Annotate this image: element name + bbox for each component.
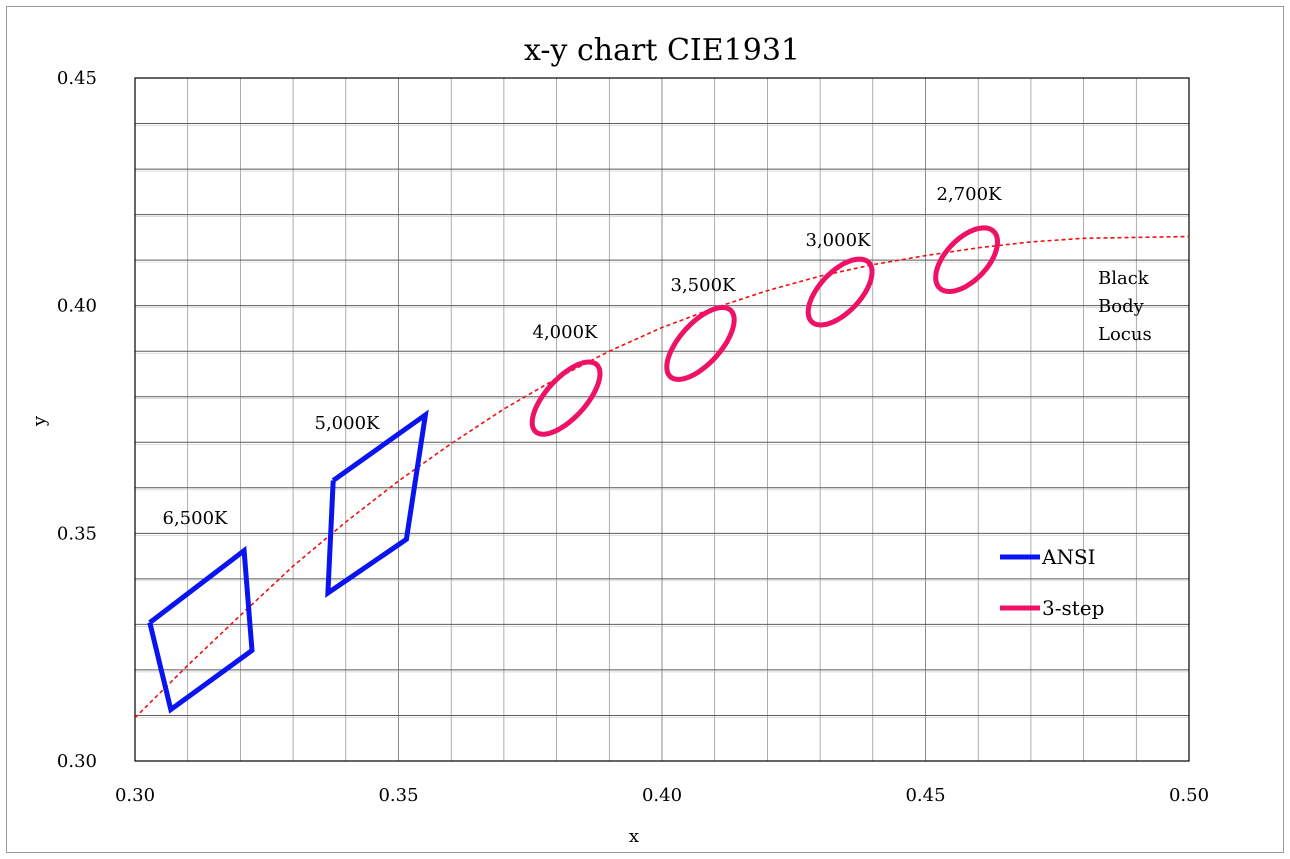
3-step-ellipse xyxy=(933,225,1001,295)
y-axis-ticks: 0.30 0.35 0.40 0.45 xyxy=(57,68,97,772)
3-step-cct-label: 3,000K xyxy=(806,230,872,251)
3-step-ellipse xyxy=(664,305,737,382)
y-tick-label: 0.40 xyxy=(57,296,97,317)
ansi-quadrangle xyxy=(325,409,429,598)
plot-area xyxy=(134,77,1190,762)
x-tick-label: 0.30 xyxy=(115,785,155,806)
ansi-quadrangle xyxy=(147,545,255,714)
3-step-ellipse xyxy=(529,359,603,437)
chart-title: x-y chart CIE1931 xyxy=(524,33,800,68)
x-tick-label: 0.40 xyxy=(642,785,682,806)
x-tick-label: 0.35 xyxy=(378,785,418,806)
x-axis-ticks: 0.30 0.35 0.40 0.45 0.50 xyxy=(115,785,1209,806)
grid xyxy=(135,78,1189,761)
legend-label-ansi: ANSI xyxy=(1041,545,1096,569)
x-tick-label: 0.50 xyxy=(1169,785,1209,806)
ansi-cct-label: 6,500K xyxy=(163,508,229,529)
3-step-ellipse xyxy=(805,256,875,328)
chart-marks: Black Body Locus 6,500K 5,000K 4,000K 3,500K 3,… xyxy=(134,184,1190,719)
3-step-cct-label: 2,700K xyxy=(937,184,1003,205)
y-tick-label: 0.30 xyxy=(57,751,97,772)
legend: ANSI 3-step xyxy=(1000,545,1104,620)
chart-frame xyxy=(6,6,1284,853)
black-body-locus-label: Black Body Locus xyxy=(1098,268,1152,345)
y-tick-label: 0.45 xyxy=(57,68,97,89)
ansi-cct-label: 5,000K xyxy=(315,413,381,434)
black-body-locus-label-line: Body xyxy=(1098,296,1145,317)
3-step-cct-label: 3,500K xyxy=(671,275,737,296)
x-tick-label: 0.45 xyxy=(905,785,945,806)
3-step-cct-label: 4,000K xyxy=(533,322,599,343)
legend-label-3-step: 3-step xyxy=(1042,596,1104,620)
y-tick-label: 0.35 xyxy=(57,523,97,544)
black-body-locus-curve xyxy=(134,235,1190,719)
y-axis-label: y xyxy=(29,415,50,427)
black-body-locus-label-line: Black xyxy=(1098,268,1150,289)
black-body-locus-label-line: Locus xyxy=(1098,324,1152,345)
x-axis-label: x xyxy=(629,826,639,847)
